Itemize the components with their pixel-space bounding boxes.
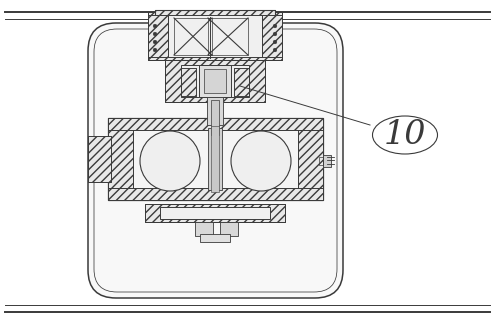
Bar (155, 10, 275, 17)
Bar (145, 204, 285, 222)
Bar (207, 97, 223, 125)
Bar (148, 12, 282, 60)
Bar (160, 207, 270, 219)
FancyBboxPatch shape (88, 23, 343, 298)
Circle shape (273, 24, 277, 28)
Circle shape (273, 32, 277, 36)
Bar (234, 68, 249, 96)
Bar (211, 126, 219, 192)
Bar (88, 136, 111, 182)
Circle shape (153, 48, 157, 52)
Bar (88, 136, 111, 182)
Bar (165, 60, 265, 102)
Bar (181, 68, 196, 96)
Bar (234, 68, 249, 96)
Bar (204, 69, 226, 93)
Bar (208, 18, 248, 55)
Bar (220, 222, 238, 236)
Bar (148, 15, 168, 57)
Bar (108, 118, 323, 130)
Bar (200, 234, 230, 242)
Bar (145, 204, 285, 222)
Bar (148, 12, 282, 60)
Bar (181, 65, 249, 97)
Circle shape (273, 48, 277, 52)
Bar (108, 188, 323, 200)
Bar (165, 60, 265, 102)
Circle shape (153, 24, 157, 28)
Bar (208, 128, 222, 190)
Bar (108, 118, 323, 200)
Text: 10: 10 (384, 119, 426, 151)
Circle shape (231, 131, 291, 191)
Circle shape (273, 40, 277, 44)
Bar (199, 65, 231, 97)
Bar (148, 15, 168, 57)
Bar (181, 68, 196, 96)
Bar (262, 15, 282, 57)
Bar (130, 123, 301, 195)
Bar (195, 222, 213, 236)
Bar (319, 157, 323, 165)
Bar (108, 118, 323, 130)
Circle shape (140, 131, 200, 191)
Bar (298, 130, 323, 188)
Bar (168, 15, 262, 57)
Bar (298, 130, 323, 188)
Bar (323, 155, 331, 167)
Bar (155, 10, 275, 17)
Circle shape (153, 32, 157, 36)
Bar (262, 15, 282, 57)
Bar (211, 100, 219, 135)
Circle shape (153, 40, 157, 44)
Bar (108, 130, 133, 188)
Bar (108, 118, 323, 200)
Bar (108, 188, 323, 200)
Bar (174, 18, 212, 55)
Bar (108, 130, 133, 188)
